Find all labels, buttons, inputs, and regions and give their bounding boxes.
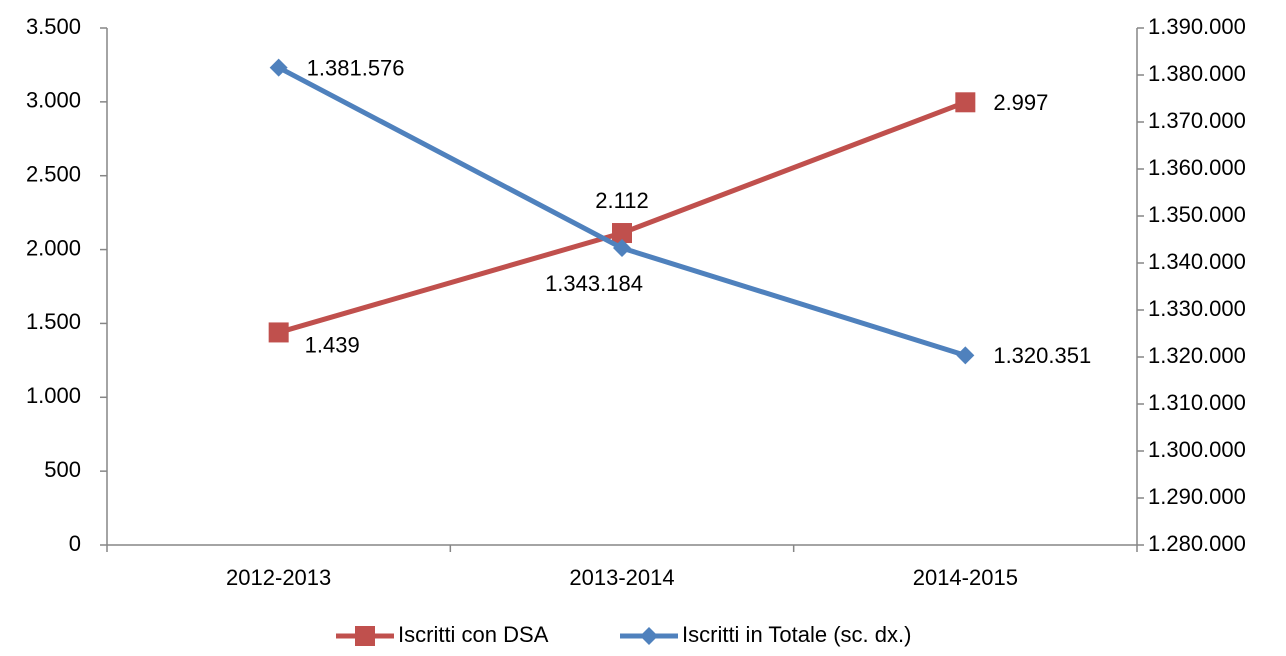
y2-tick-label: 1.290.000 (1148, 484, 1246, 509)
y2-tick-label: 1.390.000 (1148, 14, 1246, 39)
y-tick-label: 500 (44, 457, 81, 482)
y2-tick-label: 1.380.000 (1148, 61, 1246, 86)
y-tick-label: 1.000 (26, 383, 81, 408)
legend-label: Iscritti con DSA (398, 622, 549, 647)
y2-tick-label: 1.360.000 (1148, 155, 1246, 180)
y2-tick-label: 1.300.000 (1148, 437, 1246, 462)
legend-marker (640, 627, 658, 645)
data-point (613, 239, 631, 258)
data-point (612, 223, 632, 244)
y2-tick-label: 1.330.000 (1148, 296, 1246, 321)
data-label: 1.343.184 (545, 271, 643, 296)
y-tick-label: 2.500 (26, 162, 81, 187)
y-tick-label: 1.500 (26, 309, 81, 334)
y-tick-label: 3.500 (26, 14, 81, 39)
data-point (268, 322, 289, 343)
y2-tick-label: 1.370.000 (1148, 108, 1246, 133)
legend-label: Iscritti in Totale (sc. dx.) (682, 622, 911, 647)
data-label: 1.381.576 (307, 55, 405, 80)
y2-tick-label: 1.340.000 (1148, 249, 1246, 274)
y-tick-label: 2.000 (26, 235, 81, 260)
y-tick-label: 3.000 (26, 88, 81, 113)
series-line (277, 99, 967, 335)
y-tick-label: 0 (69, 531, 81, 556)
y2-tick-label: 1.310.000 (1148, 390, 1246, 415)
y2-tick-label: 1.280.000 (1148, 531, 1246, 556)
data-point (955, 92, 976, 113)
x-tick-label: 2013-2014 (569, 565, 674, 590)
y2-tick-label: 1.350.000 (1148, 202, 1246, 227)
data-point (956, 346, 975, 365)
x-tick-label: 2014-2015 (913, 565, 1018, 590)
legend-marker (355, 626, 375, 646)
data-label: 1.320.351 (993, 343, 1091, 368)
x-tick-label: 2012-2013 (226, 565, 331, 590)
y2-tick-label: 1.320.000 (1148, 343, 1246, 368)
data-label: 2.112 (595, 188, 648, 213)
data-point (269, 58, 288, 77)
data-label: 2.997 (993, 90, 1048, 115)
data-label: 1.439 (305, 332, 360, 357)
